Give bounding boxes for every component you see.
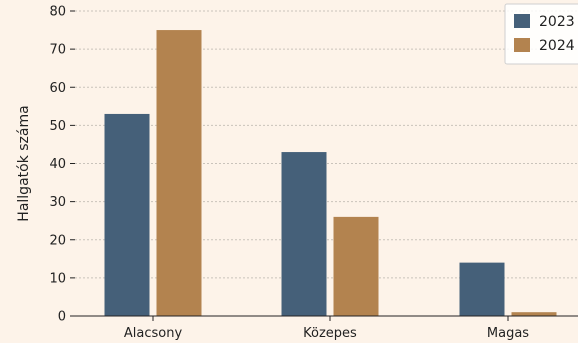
- bar: [459, 262, 505, 316]
- y-tick-label: 30: [49, 195, 66, 210]
- y-axis-title: Hallgatók száma: [16, 105, 32, 221]
- y-tick-label: 60: [49, 81, 66, 96]
- legend-swatch: [514, 38, 530, 52]
- legend-swatch: [514, 14, 530, 28]
- x-tick-label: Közepes: [303, 326, 357, 341]
- y-tick-label: 70: [49, 43, 66, 58]
- bar: [104, 113, 150, 316]
- y-tick-label: 50: [49, 119, 66, 134]
- legend-label: 2024: [539, 38, 575, 54]
- legend-label: 2023: [539, 14, 575, 30]
- y-tick-label: 0: [58, 310, 66, 325]
- y-tick-label: 40: [49, 157, 66, 172]
- bar: [333, 216, 379, 316]
- legend: 2023 2024: [504, 3, 578, 65]
- legend-box: [504, 3, 578, 65]
- bar: [156, 30, 202, 316]
- bar: [281, 152, 327, 316]
- bars: [104, 30, 557, 316]
- y-tick-label: 20: [49, 233, 66, 248]
- bar: [511, 312, 557, 316]
- y-tick-label: 10: [49, 271, 66, 286]
- y-axis-ticks: 0 10 20 30 40 50 60 70 80: [49, 5, 75, 325]
- x-tick-label: Magas: [487, 326, 529, 341]
- x-axis-ticks: Alacsony Közepes Magas: [124, 316, 529, 341]
- y-tick-label: 80: [49, 5, 66, 20]
- x-tick-label: Alacsony: [124, 326, 183, 341]
